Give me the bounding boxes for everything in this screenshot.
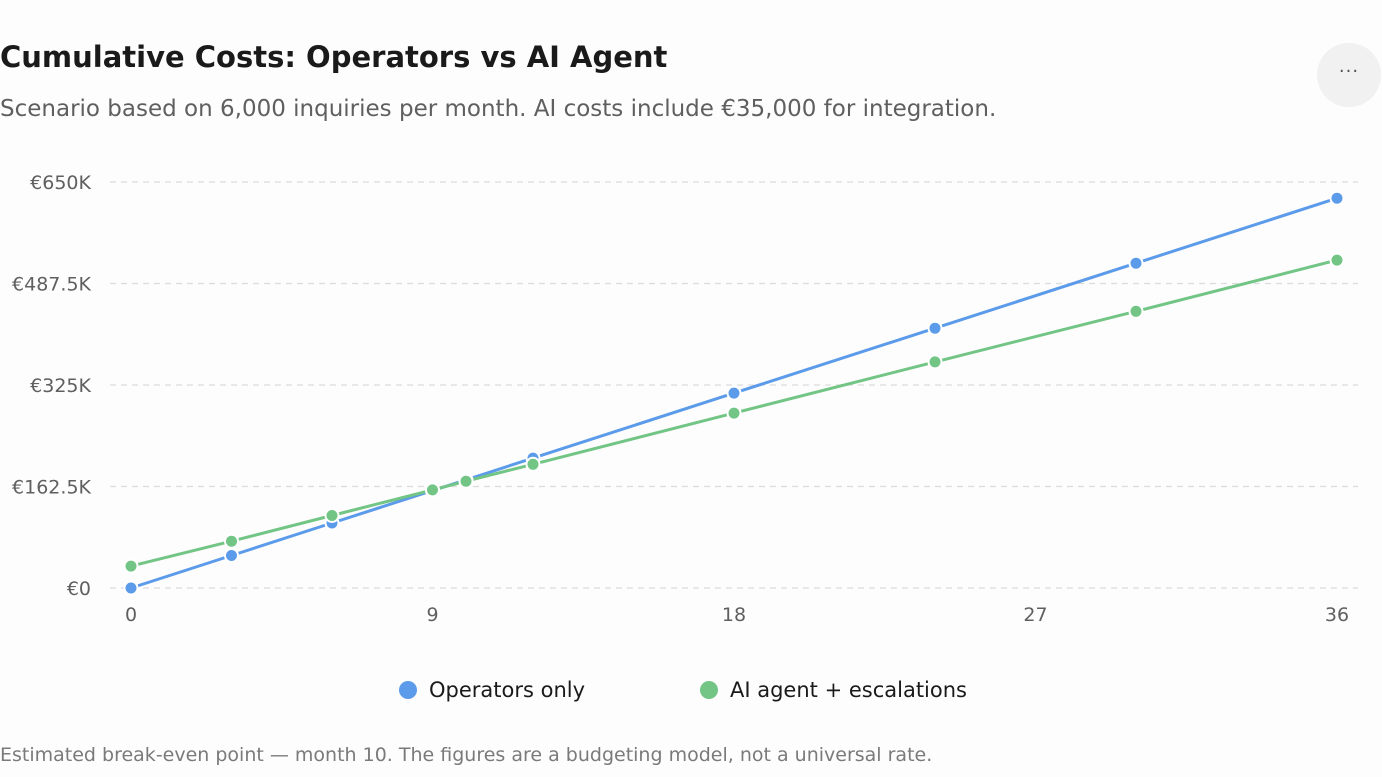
y-axis-ticks: €0 €162.5K €325K €487.5K €650K — [12, 172, 91, 600]
data-point-operators — [726, 385, 742, 401]
legend-item-ai-agent[interactable]: AI agent + escalations — [700, 667, 967, 713]
data-point-ai-agent — [458, 473, 474, 489]
data-point-operators — [1329, 190, 1345, 206]
data-point-ai-agent — [1329, 252, 1345, 268]
x-tick-label: 27 — [1023, 604, 1047, 626]
legend-label-operators: Operators only — [429, 678, 586, 702]
y-tick-label: €650K — [30, 172, 91, 194]
y-tick-label: €487.5K — [12, 274, 91, 296]
series-line-ai-agent — [129, 258, 1339, 568]
data-point-ai-agent — [927, 354, 943, 370]
data-point-ai-agent — [1128, 303, 1144, 319]
x-tick-label: 0 — [125, 604, 137, 626]
data-point-ai-agent — [425, 482, 440, 498]
data-point-ai-agent — [224, 533, 239, 549]
legend-item-operators[interactable]: Operators only — [399, 667, 585, 713]
chart-title: Cumulative Costs: Operators vs AI Agent — [0, 40, 668, 74]
more-options-icon: ··· — [1338, 61, 1360, 82]
chart-footnote: Estimated break-even point — month 10. T… — [0, 744, 933, 766]
x-tick-label: 9 — [426, 604, 438, 626]
legend-dot-ai-agent-icon — [700, 681, 718, 699]
x-axis-ticks: 0 9 18 27 36 — [125, 604, 1349, 626]
line-chart: €0 €162.5K €325K €487.5K €650K 0 9 18 27 36 — [12, 172, 1358, 626]
y-tick-label: €162.5K — [12, 477, 91, 499]
y-tick-label: €325K — [30, 375, 91, 397]
x-tick-label: 36 — [1325, 604, 1349, 626]
legend-dot-operators-icon — [399, 681, 417, 699]
data-point-operators — [1128, 255, 1144, 271]
y-tick-label: €0 — [67, 578, 91, 600]
series-line-operators — [129, 196, 1339, 590]
more-options-button[interactable]: ··· — [1317, 43, 1381, 107]
legend-label-ai-agent: AI agent + escalations — [730, 678, 967, 702]
data-point-ai-agent — [123, 558, 139, 574]
data-point-ai-agent — [324, 508, 340, 523]
chart-subtitle: Scenario based on 6,000 inquiries per mo… — [0, 96, 997, 122]
data-point-ai-agent — [726, 405, 742, 421]
chart-legend: Operators only AI agent + escalations — [0, 667, 1382, 713]
data-point-operators — [123, 580, 139, 596]
data-point-operators — [927, 320, 943, 336]
grid-layer — [110, 181, 1358, 589]
x-tick-label: 18 — [722, 604, 746, 626]
data-point-operators — [224, 548, 239, 563]
series-layer — [123, 190, 1345, 596]
data-point-ai-agent — [525, 456, 541, 472]
